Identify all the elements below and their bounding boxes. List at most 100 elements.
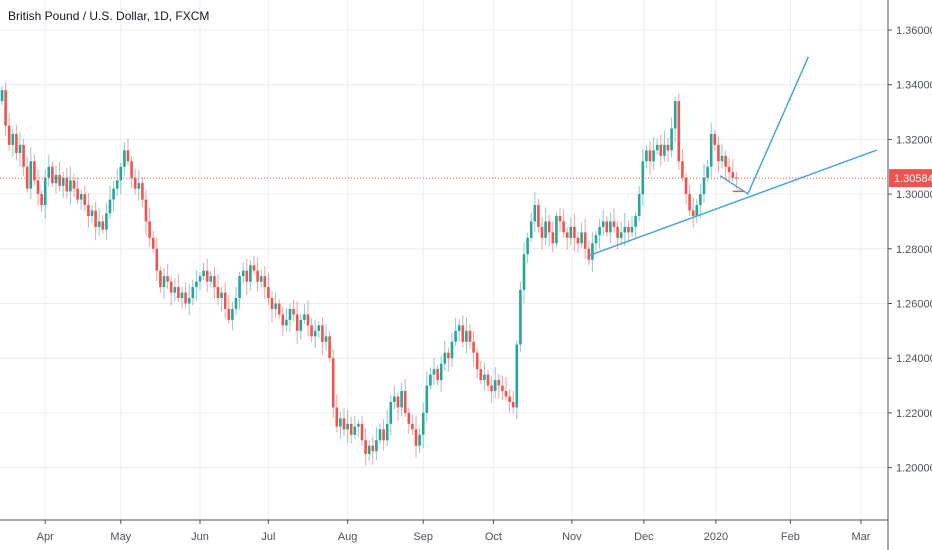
candle-body: [688, 194, 691, 211]
x-tick-label: May: [110, 531, 131, 543]
candle-body: [180, 292, 184, 299]
candle-body: [436, 369, 439, 381]
candle-body: [450, 341, 454, 359]
candle-body: [209, 276, 213, 282]
candle-body: [141, 183, 144, 200]
candle-body: [112, 188, 115, 200]
projection-path[interactable]: [719, 56, 810, 195]
candle-body: [184, 292, 187, 304]
candle-body: [447, 352, 450, 359]
candle-body: [393, 396, 396, 402]
candle-body: [425, 385, 429, 413]
candle-body: [11, 133, 15, 145]
candle-body: [270, 298, 274, 309]
candle-body: [627, 226, 630, 233]
candle-body: [97, 221, 101, 227]
candle-body: [663, 144, 666, 156]
candle-body: [310, 325, 313, 337]
candle-body: [263, 276, 267, 288]
candle-body: [645, 150, 648, 162]
candle-body: [285, 319, 288, 326]
candle-body: [691, 210, 695, 216]
candle-body: [429, 374, 432, 386]
last-price-label: 1.30584: [894, 173, 932, 185]
candle-body: [155, 248, 159, 271]
candle-body: [249, 265, 252, 282]
y-tick-label: 1.24000: [896, 353, 932, 365]
candle-body: [713, 133, 717, 145]
candle-body: [223, 292, 227, 309]
candle-body: [601, 221, 605, 227]
candle-body: [306, 314, 310, 326]
candle-body: [169, 281, 173, 293]
candle-body: [0, 90, 4, 102]
last-price-badge: [889, 169, 932, 188]
candle-body: [349, 423, 353, 435]
candle-body: [684, 177, 688, 195]
candle-body: [198, 276, 202, 282]
candle-body: [490, 385, 493, 392]
candle-body: [375, 440, 378, 452]
candle-body: [421, 412, 425, 435]
candle-body: [94, 210, 97, 227]
candle-body: [519, 289, 522, 345]
candle-body: [72, 180, 76, 189]
candle-body: [681, 161, 684, 178]
candle-body: [378, 429, 382, 441]
candle-body: [205, 270, 209, 282]
candle-body: [227, 308, 231, 320]
candle-body: [389, 401, 393, 424]
candle-body: [544, 221, 547, 238]
price-axis[interactable]: [888, 0, 932, 550]
x-tick-label: Mar: [851, 531, 870, 543]
candle-body: [565, 232, 569, 238]
candle-body: [252, 265, 256, 271]
candle-body: [353, 426, 357, 435]
candle-body: [15, 133, 18, 154]
candle-body: [461, 325, 465, 342]
candle-body: [439, 363, 443, 381]
candle-body: [594, 235, 598, 244]
candle-body: [328, 336, 331, 359]
candle-body: [465, 330, 468, 342]
candle-body: [187, 298, 191, 304]
candle-body: [504, 391, 508, 397]
candle-body: [483, 374, 486, 381]
candle-body: [735, 177, 738, 179]
candle-body: [321, 325, 324, 342]
candle-body: [637, 194, 641, 216]
candle-body: [259, 276, 263, 282]
chart-title: British Pound / U.S. Dollar, 1D, FXCM: [8, 9, 210, 23]
candle-body: [619, 232, 623, 238]
candle-body: [126, 150, 130, 162]
candle-body: [479, 369, 483, 381]
candle-body: [144, 199, 148, 222]
candle-body: [573, 226, 576, 238]
candle-body: [324, 336, 328, 342]
candle-body: [727, 166, 731, 173]
candle-body: [36, 180, 40, 195]
candle-body: [591, 243, 594, 260]
candle-body: [238, 276, 241, 299]
candle-body: [65, 177, 69, 192]
candle-body: [115, 180, 119, 189]
candle-body: [191, 287, 195, 299]
candle-body: [245, 270, 249, 282]
candle-body: [677, 101, 681, 162]
candle-body: [418, 434, 421, 446]
candle-body: [396, 396, 400, 408]
candle-body: [61, 177, 65, 186]
candle-body: [655, 144, 659, 151]
time-axis[interactable]: [0, 520, 888, 550]
candle-body: [709, 133, 713, 167]
y-tick-label: 1.34000: [896, 80, 932, 92]
candle-body: [216, 287, 220, 299]
trendline[interactable]: [588, 149, 878, 257]
candle-body: [407, 412, 411, 424]
candle-body: [720, 155, 724, 162]
candle-body: [367, 445, 371, 454]
candle-body: [47, 166, 51, 178]
candle-body: [364, 440, 367, 454]
candle-body: [130, 161, 133, 178]
